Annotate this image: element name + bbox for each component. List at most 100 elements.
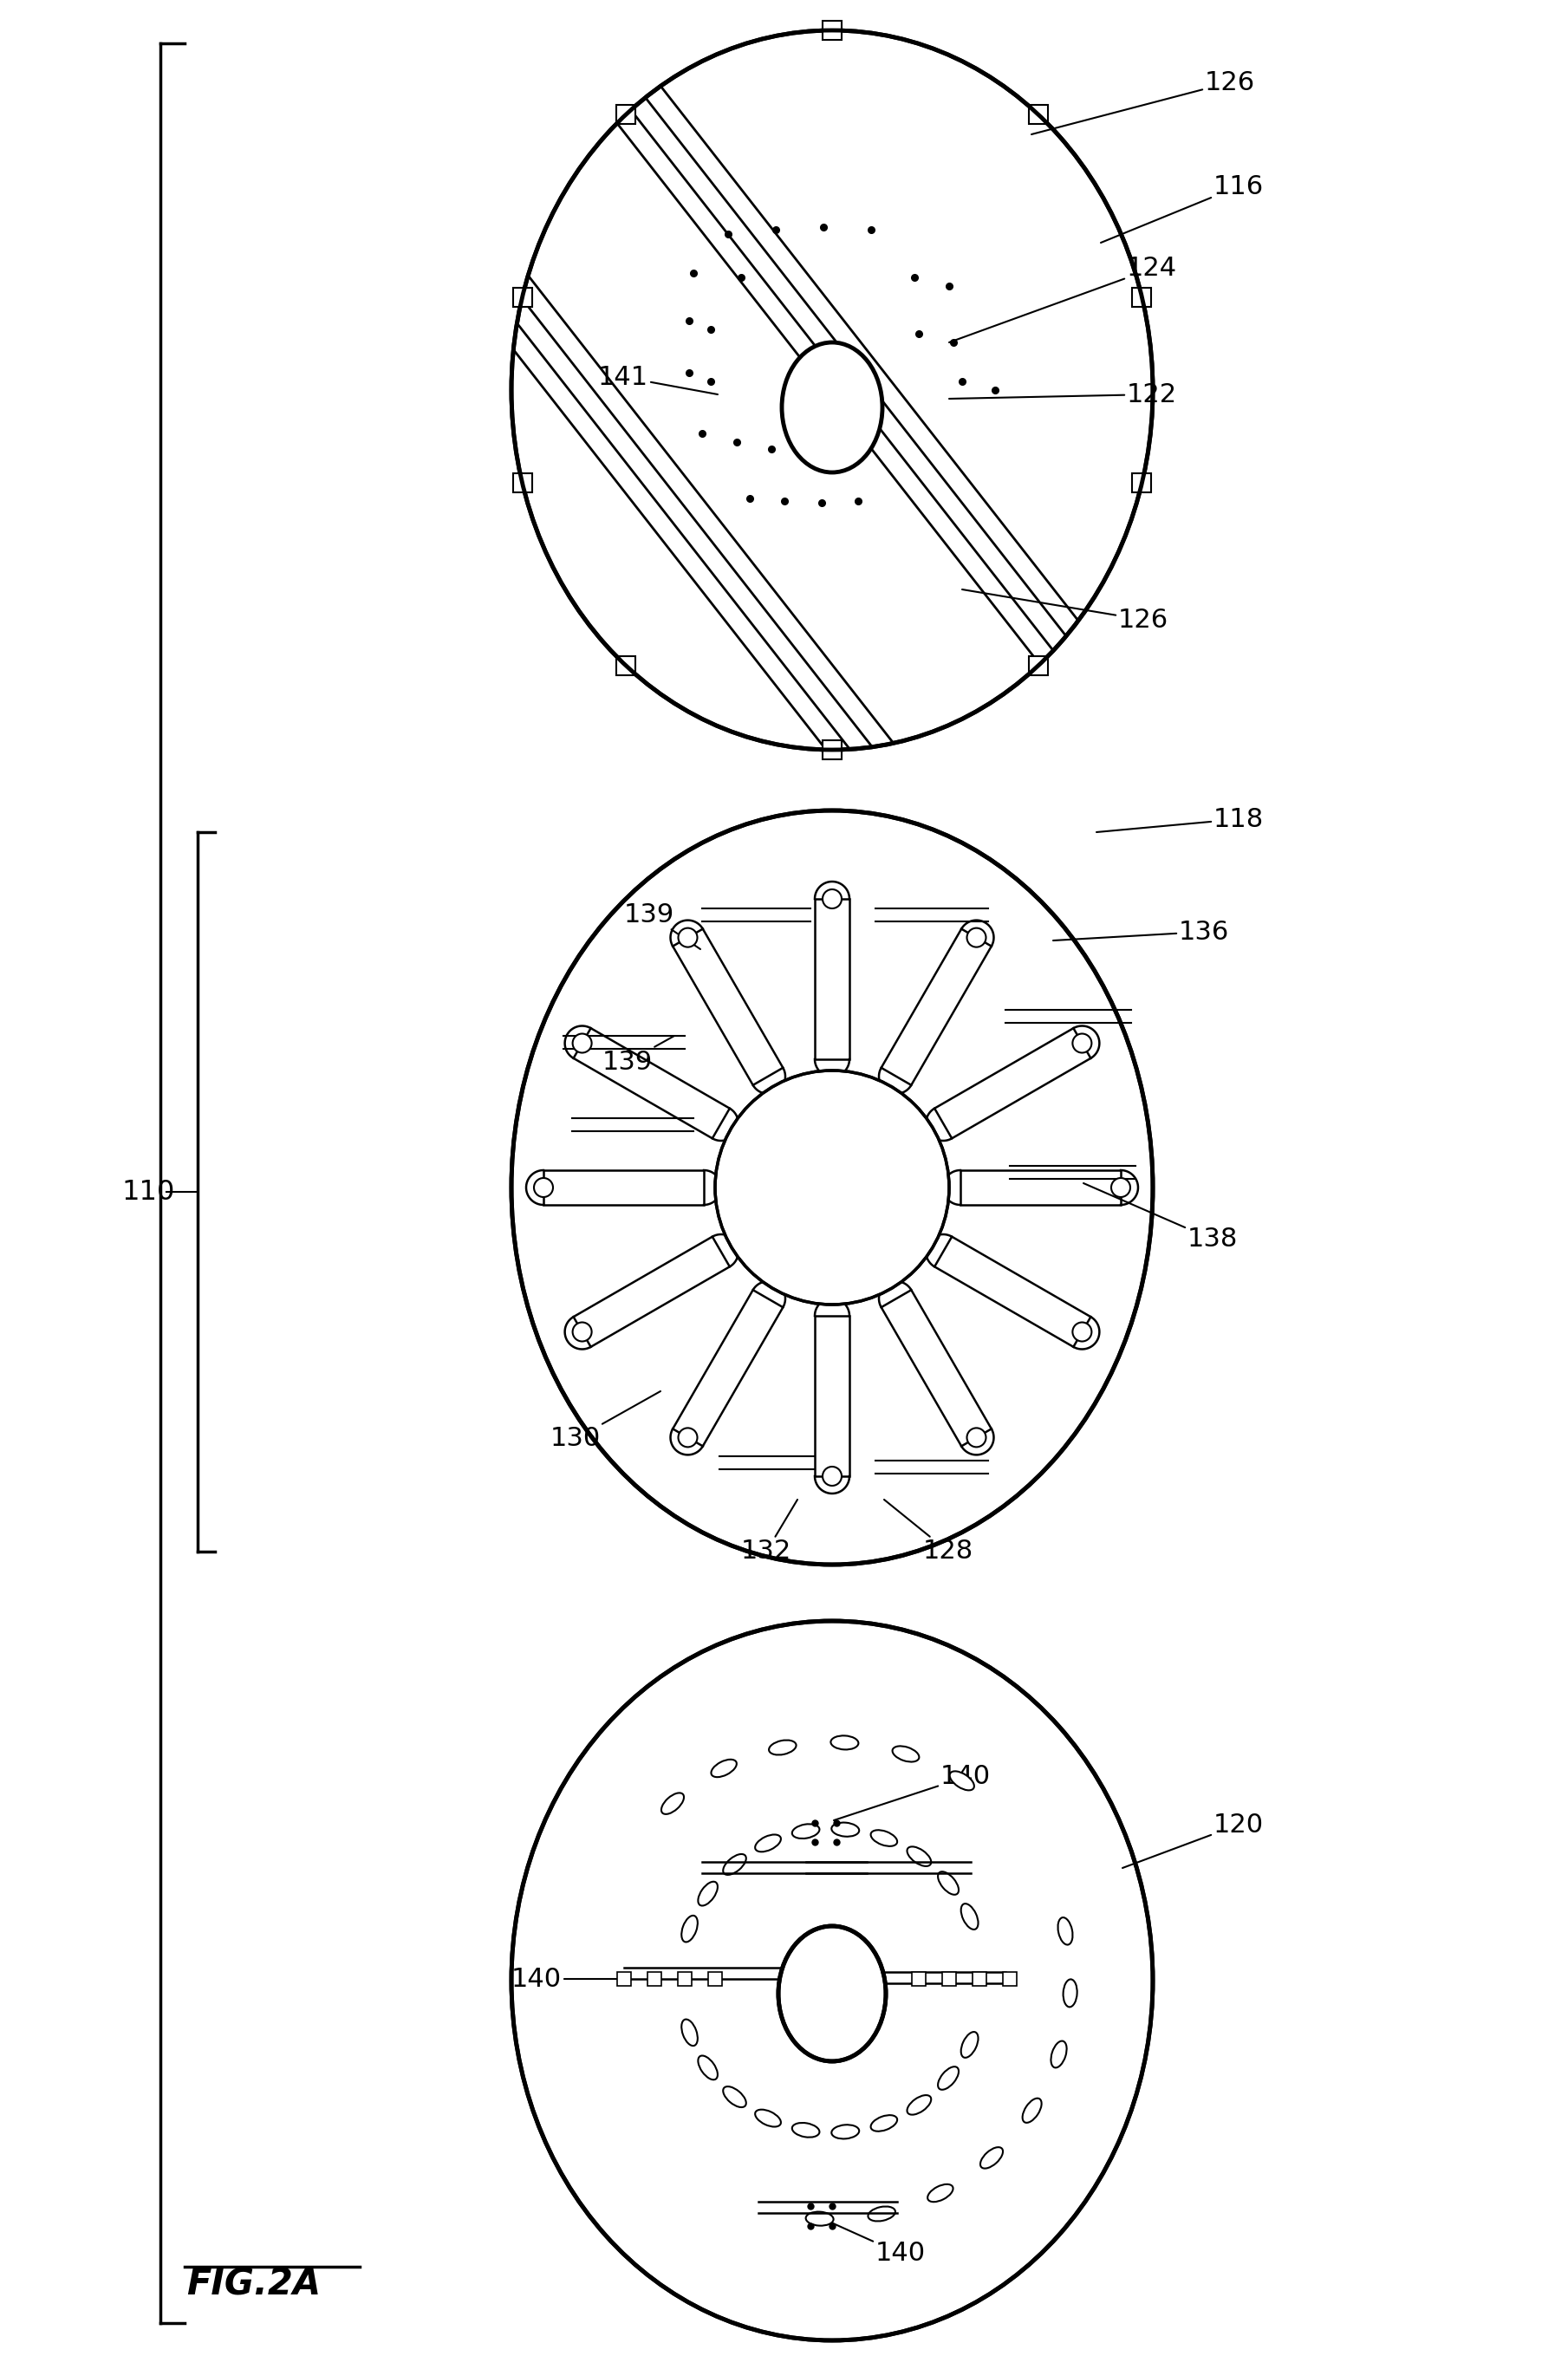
Ellipse shape — [831, 2125, 859, 2139]
Ellipse shape — [662, 1793, 684, 1814]
Ellipse shape — [870, 1831, 897, 1847]
Text: 116: 116 — [1101, 174, 1264, 243]
Text: 128: 128 — [884, 1498, 974, 1564]
Text: 122: 122 — [949, 382, 1178, 408]
Ellipse shape — [961, 1904, 978, 1930]
Ellipse shape — [869, 2208, 895, 2222]
Circle shape — [967, 1428, 986, 1447]
Bar — [913, 1972, 925, 1986]
Bar — [823, 21, 842, 40]
Ellipse shape — [756, 2109, 781, 2127]
Circle shape — [572, 1322, 591, 1341]
Ellipse shape — [938, 2066, 958, 2090]
Ellipse shape — [870, 2116, 897, 2132]
Ellipse shape — [511, 31, 1152, 749]
Bar — [709, 1972, 721, 1986]
Polygon shape — [935, 1027, 1091, 1138]
Circle shape — [535, 1178, 554, 1197]
Ellipse shape — [511, 1621, 1152, 2340]
Ellipse shape — [938, 1871, 958, 1894]
Ellipse shape — [1058, 1918, 1073, 1944]
Ellipse shape — [782, 342, 883, 474]
Ellipse shape — [712, 1760, 737, 1776]
Ellipse shape — [698, 1882, 718, 1906]
Ellipse shape — [928, 2184, 953, 2203]
Ellipse shape — [831, 1736, 858, 1751]
Bar — [1029, 106, 1047, 125]
Bar — [972, 1972, 986, 1986]
Text: 136: 136 — [1054, 919, 1229, 945]
Text: 132: 132 — [742, 1498, 798, 1564]
Bar — [677, 1972, 691, 1986]
Text: FIG.2A: FIG.2A — [187, 2266, 321, 2302]
Circle shape — [679, 1428, 698, 1447]
Text: 124: 124 — [949, 257, 1178, 342]
Polygon shape — [574, 1237, 729, 1348]
Polygon shape — [935, 1237, 1091, 1348]
Ellipse shape — [980, 2146, 1004, 2168]
Circle shape — [823, 1468, 842, 1487]
Ellipse shape — [723, 2087, 746, 2106]
Text: 138: 138 — [1083, 1183, 1239, 1251]
Ellipse shape — [698, 2057, 718, 2080]
Bar — [618, 1972, 630, 1986]
Text: 126: 126 — [1032, 71, 1256, 134]
Text: 130: 130 — [550, 1392, 660, 1451]
Ellipse shape — [682, 2019, 698, 2045]
Bar — [823, 740, 842, 759]
Text: 139: 139 — [624, 902, 701, 949]
Polygon shape — [881, 1291, 991, 1447]
Bar — [1132, 287, 1151, 306]
Polygon shape — [574, 1027, 729, 1138]
Bar — [942, 1972, 956, 1986]
Ellipse shape — [792, 2123, 820, 2137]
Text: 120: 120 — [1123, 1812, 1264, 1868]
Circle shape — [823, 888, 842, 909]
Ellipse shape — [831, 1824, 859, 1838]
Ellipse shape — [756, 1835, 781, 1852]
Circle shape — [715, 1070, 949, 1305]
Polygon shape — [673, 1291, 782, 1447]
Ellipse shape — [511, 810, 1152, 1564]
Text: 140: 140 — [511, 1967, 622, 1991]
Bar — [616, 655, 635, 676]
Ellipse shape — [906, 2094, 931, 2116]
Text: 140: 140 — [823, 2219, 925, 2266]
Ellipse shape — [1063, 1979, 1077, 2007]
Ellipse shape — [792, 1824, 820, 1838]
Circle shape — [1112, 1178, 1131, 1197]
Ellipse shape — [961, 2031, 978, 2057]
Circle shape — [572, 1034, 591, 1053]
Circle shape — [967, 928, 986, 947]
Bar — [513, 287, 532, 306]
Text: 140: 140 — [834, 1765, 991, 1821]
Bar — [648, 1972, 662, 1986]
Text: 139: 139 — [602, 1037, 674, 1074]
Bar — [513, 474, 532, 492]
Polygon shape — [881, 928, 991, 1086]
Text: 141: 141 — [597, 365, 718, 393]
Text: 118: 118 — [1096, 806, 1264, 832]
Ellipse shape — [806, 2212, 834, 2226]
Circle shape — [1073, 1322, 1091, 1341]
Circle shape — [679, 928, 698, 947]
Ellipse shape — [778, 1927, 886, 2062]
Text: 110: 110 — [121, 1178, 174, 1206]
Polygon shape — [960, 1171, 1121, 1204]
Bar — [1004, 1972, 1016, 1986]
Ellipse shape — [723, 1854, 746, 1875]
Polygon shape — [815, 900, 850, 1060]
Polygon shape — [815, 1315, 850, 1477]
Bar — [1132, 474, 1151, 492]
Ellipse shape — [682, 1915, 698, 1941]
Ellipse shape — [906, 1847, 931, 1866]
Ellipse shape — [1051, 2040, 1066, 2069]
Ellipse shape — [950, 1772, 974, 1791]
Text: 126: 126 — [963, 589, 1168, 631]
Polygon shape — [673, 928, 782, 1086]
Polygon shape — [544, 1171, 704, 1204]
Bar — [616, 106, 635, 125]
Bar — [1029, 655, 1047, 676]
Ellipse shape — [768, 1741, 797, 1755]
Ellipse shape — [892, 1746, 919, 1762]
